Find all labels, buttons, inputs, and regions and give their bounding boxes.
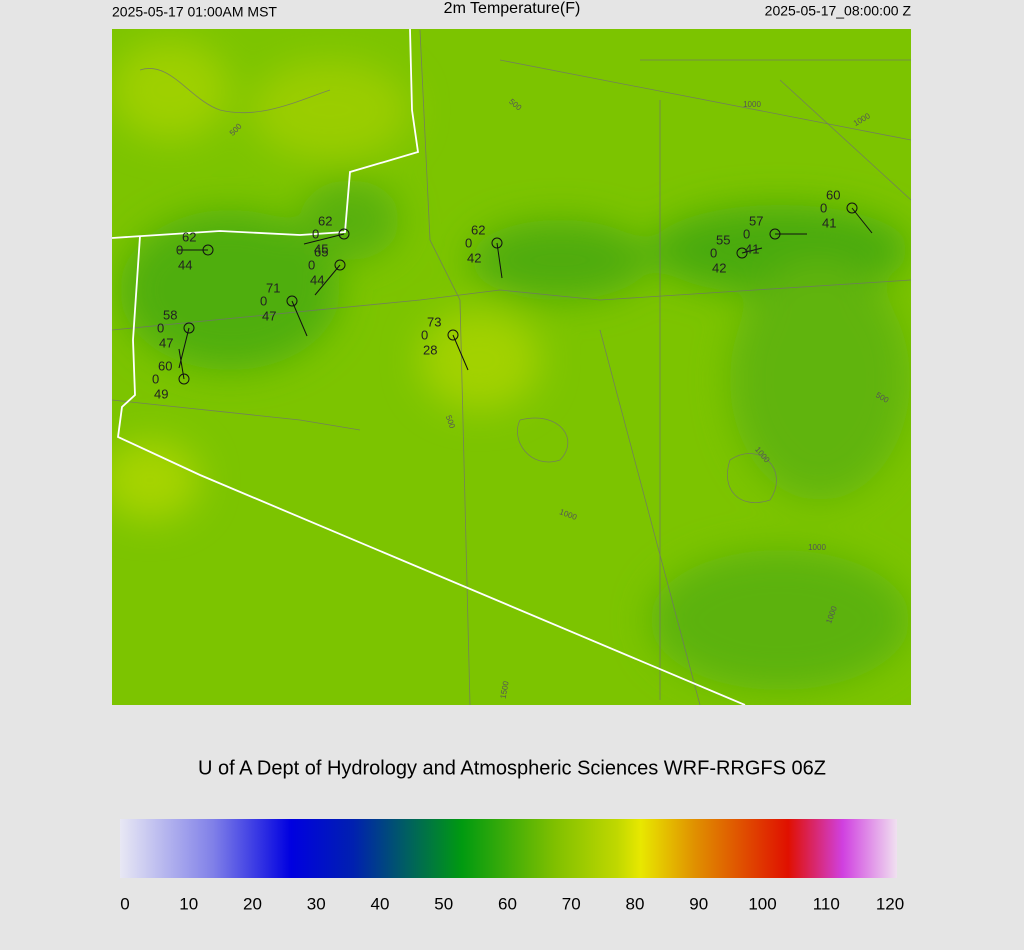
colorbar-ticks: 0 10 20 30 40 50 60 70 80 90 100 110 120 (120, 894, 904, 913)
station-circle (736, 247, 748, 259)
colorbar-tick-label: 20 (243, 894, 262, 913)
station-cloud: 0 (465, 235, 472, 250)
station-cloud: 0 (260, 293, 267, 308)
colorbar (120, 819, 897, 878)
station-cloud: 0 (421, 327, 428, 342)
station-circle (202, 244, 214, 256)
station-circle (338, 228, 350, 240)
roads (112, 29, 911, 705)
station-temp: 58 (163, 307, 177, 322)
valid-utc-time: 2025-05-17_08:00:00 Z (765, 3, 912, 19)
station-cloud: 0 (312, 226, 319, 241)
station-temp: 71 (266, 280, 280, 295)
station-plots: 6204462045650447104758047600497302862042… (152, 187, 873, 401)
station-temp: 57 (749, 213, 763, 228)
station-circle (178, 373, 190, 385)
station-cloud: 0 (152, 371, 159, 386)
station-temp: 65 (314, 244, 328, 259)
station-dewpoint: 28 (423, 342, 437, 357)
colorbar-tick-label: 110 (813, 894, 840, 913)
contour-label: 1000 (743, 100, 761, 109)
station-dewpoint: 47 (262, 308, 276, 323)
station-dewpoint: 47 (159, 335, 173, 350)
colorbar-tick-label: 0 (120, 894, 129, 913)
borders (112, 29, 746, 705)
station-circle (183, 322, 195, 334)
contour-label: 1500 (499, 680, 511, 700)
colorbar-tick-label: 70 (562, 894, 581, 913)
station-temp: 55 (716, 232, 730, 247)
station-temp: 60 (826, 187, 840, 202)
colorbar-tick-label: 10 (179, 894, 198, 913)
station-temp: 60 (158, 358, 172, 373)
station-circle (491, 237, 503, 249)
station-cloud: 0 (820, 200, 827, 215)
station-dewpoint: 44 (178, 257, 192, 272)
station-dewpoint: 41 (822, 215, 836, 230)
station-cloud: 0 (176, 242, 183, 257)
station-dewpoint: 45 (314, 241, 328, 256)
station-circle (846, 202, 858, 214)
map-title: 2m Temperature(F) (444, 0, 581, 17)
map (112, 29, 911, 705)
contour-label: 500 (444, 414, 457, 430)
colorbar-tick-label: 60 (498, 894, 517, 913)
contour-label: 1000 (808, 543, 826, 552)
wind-barb (291, 300, 308, 337)
wind-barb (741, 247, 763, 254)
station-cloud: 0 (743, 226, 750, 241)
station-cloud: 0 (157, 320, 164, 335)
station-cloud: 0 (308, 257, 315, 272)
station-circle (334, 259, 346, 271)
station-temp: 62 (471, 222, 485, 237)
station-dewpoint: 41 (745, 241, 759, 256)
station-dewpoint: 42 (467, 250, 481, 265)
station-temp: 62 (318, 213, 332, 228)
colorbar-tick-label: 30 (307, 894, 326, 913)
station-dewpoint: 44 (310, 272, 324, 287)
wind-barb (314, 264, 341, 296)
colorbar-tick-label: 90 (689, 894, 708, 913)
colorbar-tick-label: 80 (626, 894, 645, 913)
station-temp: 62 (182, 229, 196, 244)
wind-barb (303, 233, 345, 245)
station-circle (286, 295, 298, 307)
station-temp: 73 (427, 314, 441, 329)
credit: U of A Dept of Hydrology and Atmospheric… (198, 757, 826, 779)
colorbar-tick-label: 100 (748, 894, 776, 913)
wind-barb (496, 242, 503, 279)
station-dewpoint: 49 (154, 386, 168, 401)
station-cloud: 0 (710, 245, 717, 260)
colorbar-tick-label: 40 (371, 894, 390, 913)
valid-local-time: 2025-05-17 01:00AM MST (112, 4, 277, 20)
station-circle (769, 228, 781, 240)
station-circle (447, 329, 459, 341)
colorbar-tick-label: 50 (434, 894, 453, 913)
temperature-field (112, 40, 910, 690)
station-dewpoint: 42 (712, 260, 726, 275)
wind-barb (452, 334, 469, 371)
colorbar-tick-label: 120 (876, 894, 904, 913)
